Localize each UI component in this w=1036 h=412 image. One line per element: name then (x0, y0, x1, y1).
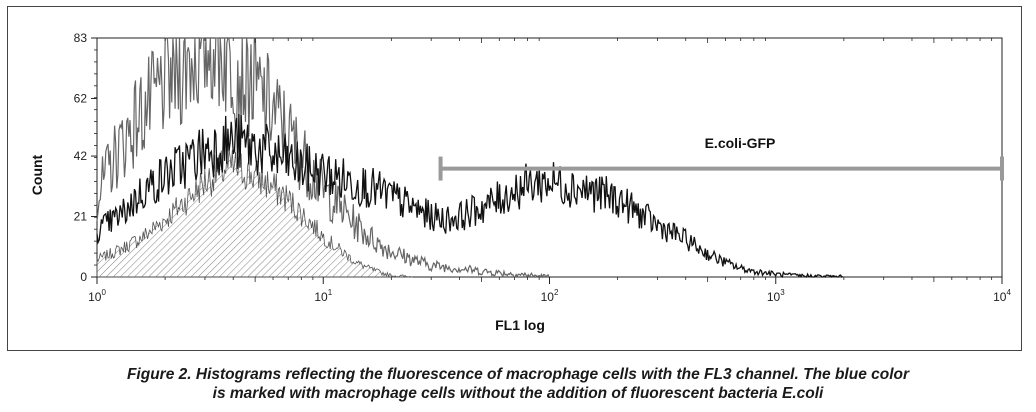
histogram-chart: 0 21 42 62 83 100 101 102 103 104 E.coli-GFP Coun… (29, 31, 1012, 333)
x-tick-label: 101 (314, 288, 332, 304)
y-tick-label: 62 (74, 91, 88, 105)
histogram-series-2 (96, 36, 550, 279)
x-axis-title: FL1 log (495, 317, 545, 333)
axis-layer: 0 21 42 62 83 100 101 102 103 104 (74, 31, 1012, 304)
figure-caption: Figure 2. Histograms reflecting the fluo… (0, 365, 1036, 403)
gate-layer: E.coli-GFP (438, 135, 1004, 181)
figure-frame: 0 21 42 62 83 100 101 102 103 104 E.coli-GFP Coun… (7, 6, 1022, 351)
caption-line-2: is marked with macrophage cells without … (212, 385, 824, 402)
y-tick-label: 42 (74, 149, 88, 163)
series-layer (96, 36, 844, 279)
histogram-series-1 (96, 149, 413, 279)
caption-line-1: Figure 2. Histograms reflecting the fluo… (126, 366, 910, 383)
y-tick-label: 21 (74, 210, 88, 224)
y-tick-label: 83 (74, 31, 88, 45)
x-tick-label: 100 (88, 288, 106, 304)
x-tick-label: 102 (541, 288, 559, 304)
y-axis-title: Count (29, 154, 45, 195)
x-tick-label: 104 (993, 288, 1011, 304)
gate-label: E.coli-GFP (705, 135, 776, 151)
y-tick-label: 0 (80, 270, 87, 284)
x-tick-label: 103 (767, 288, 785, 304)
histogram-series-3 (96, 113, 844, 279)
